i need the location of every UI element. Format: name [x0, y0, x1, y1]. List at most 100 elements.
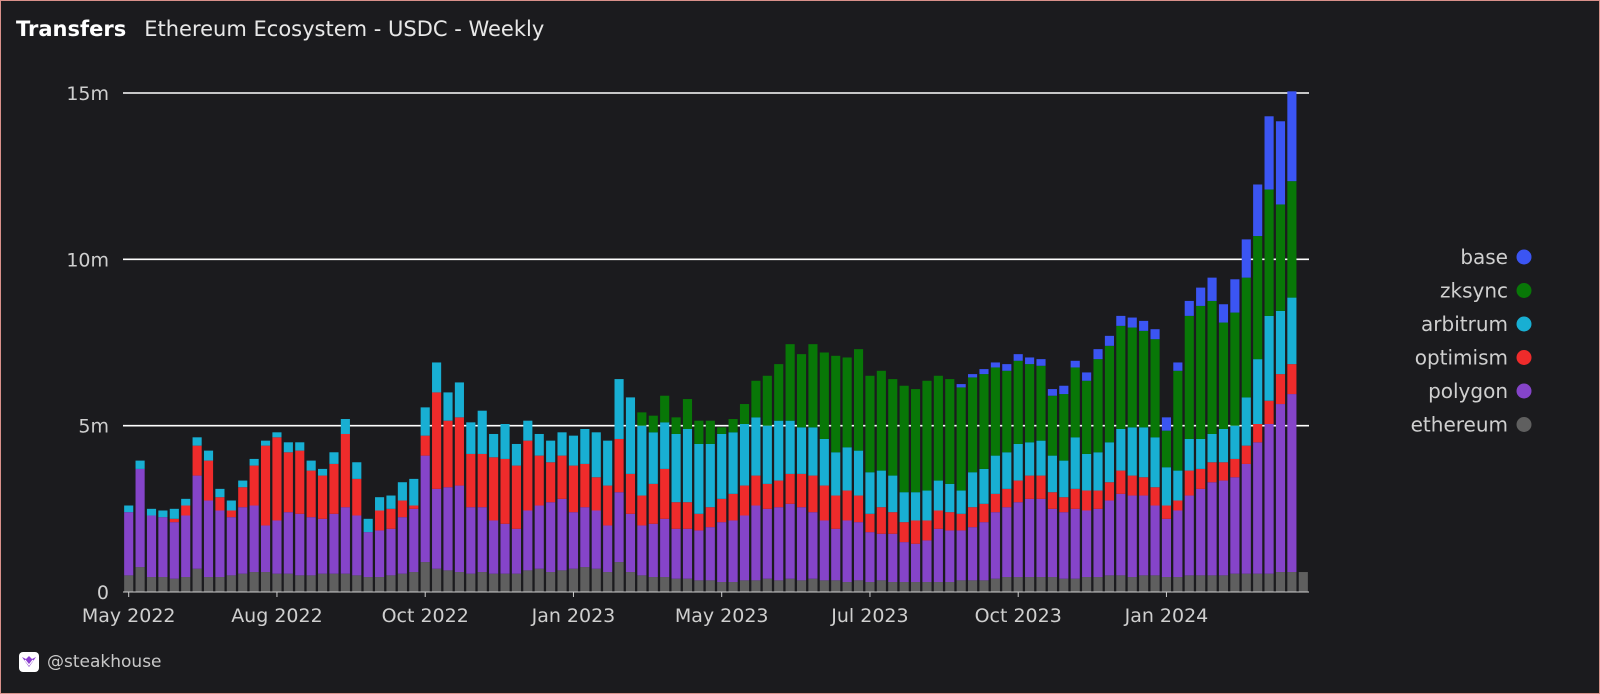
bar-optimism [272, 437, 282, 521]
bar-polygon [1036, 498, 1046, 578]
bar-arbitrum [922, 490, 932, 521]
bar-arbitrum [694, 443, 704, 514]
bar-base [1036, 359, 1046, 366]
bar-arbitrum [762, 425, 772, 484]
bar-optimism [1161, 505, 1172, 519]
bar-optimism [1184, 470, 1194, 496]
bar-optimism [352, 478, 362, 516]
bar-polygon [660, 518, 670, 578]
bar-arbitrum [591, 432, 601, 478]
bar-zksync [1013, 360, 1023, 444]
bar-polygon [352, 515, 362, 576]
bar-base [1127, 317, 1137, 328]
bar-ethereum [1241, 573, 1251, 592]
bar-optimism [534, 455, 544, 506]
bar-optimism [1127, 475, 1137, 496]
bar-arbitrum [625, 397, 636, 474]
bar-optimism [831, 495, 841, 529]
bar-polygon [1184, 495, 1194, 576]
bar-polygon [443, 487, 453, 571]
bar-optimism [489, 457, 499, 521]
bar-base [1173, 362, 1183, 371]
bar-polygon [603, 525, 613, 573]
bar-arbitrum [1275, 310, 1286, 375]
bar-arbitrum [340, 419, 350, 434]
bar-ethereum [660, 577, 670, 592]
bar-zksync [1287, 181, 1297, 298]
bar-polygon [375, 530, 385, 578]
bar-ethereum [1116, 575, 1126, 592]
bar-optimism [899, 522, 909, 543]
bar-zksync [1184, 315, 1194, 439]
bar-ethereum [1184, 575, 1194, 592]
bar-optimism [1025, 475, 1035, 499]
bar-polygon [1150, 505, 1160, 576]
bar-ethereum [648, 577, 658, 592]
bar-zksync [1070, 367, 1080, 438]
bar-arbitrum [249, 458, 259, 466]
bar-ethereum [1025, 577, 1035, 592]
bar-zksync [956, 387, 966, 491]
bar-arbitrum [1207, 433, 1217, 463]
bar-arbitrum [660, 422, 670, 469]
bar-arbitrum [489, 433, 499, 458]
bar-arbitrum [853, 450, 864, 496]
bar-arbitrum [329, 452, 339, 464]
bar-zksync [922, 380, 932, 491]
bar-arbitrum [1104, 442, 1114, 483]
bar-polygon [694, 530, 704, 581]
bar-optimism [1047, 492, 1057, 509]
bar-arbitrum [1036, 440, 1046, 476]
bar-base [1241, 239, 1251, 278]
bar-arbitrum [705, 443, 715, 508]
legend-label-ethereum: ethereum [1411, 413, 1508, 437]
bar-optimism [1002, 488, 1012, 508]
bar-optimism [648, 483, 658, 524]
bar-optimism [1196, 468, 1206, 489]
x-tick-label: May 2023 [675, 605, 769, 627]
bar-arbitrum [124, 505, 134, 513]
bar-arbitrum [968, 472, 978, 508]
bar-base [1093, 349, 1103, 360]
bar-arbitrum [1241, 397, 1251, 446]
title-row: Transfers Ethereum Ecosystem - USDC - We… [16, 17, 544, 41]
bar-ethereum [945, 582, 955, 592]
bar-polygon [226, 517, 236, 576]
bar-optimism [739, 485, 750, 516]
bar-optimism [203, 460, 214, 501]
bar-base [1287, 91, 1297, 182]
bar-optimism [420, 435, 430, 456]
bar-optimism [511, 465, 521, 529]
bar-optimism [409, 505, 419, 509]
bar-polygon [318, 518, 328, 574]
bar-arbitrum [1047, 455, 1057, 493]
bar-ethereum [1036, 577, 1046, 592]
bar-polygon [534, 505, 544, 569]
bar-ethereum [260, 572, 271, 592]
legend-label-polygon: polygon [1428, 379, 1508, 403]
bar-ethereum [865, 582, 875, 592]
bar-ethereum [728, 582, 738, 592]
bar-arbitrum [1082, 453, 1092, 491]
bar-optimism [1264, 400, 1274, 425]
bar-arbitrum [819, 438, 829, 486]
bar-ethereum [500, 573, 510, 592]
bar-arbitrum [511, 443, 521, 466]
bar-base [1059, 385, 1069, 395]
bar-base [979, 369, 989, 375]
bar-polygon [192, 475, 202, 569]
bar-polygon [1253, 442, 1263, 574]
bar-arbitrum [420, 407, 430, 436]
bar-polygon [409, 508, 419, 573]
bar-polygon [705, 527, 715, 581]
bar-base [1196, 287, 1206, 306]
bar-optimism [751, 475, 761, 506]
bar-optimism [466, 453, 476, 508]
bar-arbitrum [1025, 442, 1035, 476]
bar-ethereum [169, 578, 179, 592]
bar-polygon [1275, 404, 1286, 573]
bar-ethereum [1082, 577, 1092, 592]
bar-optimism [1070, 488, 1080, 509]
footer: @steakhouse [19, 652, 162, 672]
bar-polygon [717, 522, 727, 583]
